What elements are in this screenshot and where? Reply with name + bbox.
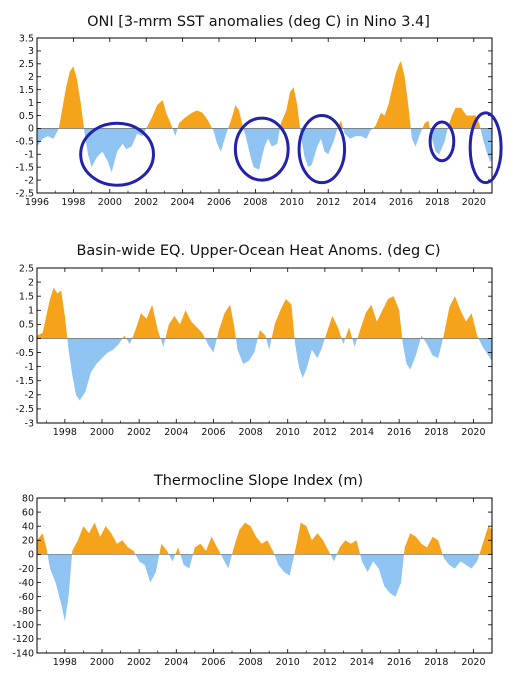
thermocline-x-tick-label: 2016 bbox=[387, 657, 411, 668]
oni-highlight-ellipse bbox=[468, 111, 503, 185]
heat-x-tick-label: 2010 bbox=[276, 427, 300, 438]
thermocline-x-tick-label: 2014 bbox=[350, 657, 374, 668]
thermocline-x-tick-label: 2020 bbox=[461, 657, 485, 668]
oni-x-tick-label: 2000 bbox=[98, 197, 122, 208]
oni-y-tick-label: 2.5 bbox=[19, 59, 34, 70]
heat-x-tick-label: 2002 bbox=[127, 427, 151, 438]
heat-x-tick-label: 2020 bbox=[461, 427, 485, 438]
thermocline-plot-area bbox=[37, 522, 492, 622]
heat-frame bbox=[36, 267, 493, 424]
heat-y-tick-label: -1 bbox=[25, 362, 34, 373]
oni-y-tick-label: -1 bbox=[25, 150, 34, 161]
heat-x-tick-label: 2006 bbox=[201, 427, 225, 438]
oni-y-tick-label: 3 bbox=[28, 46, 34, 57]
oni-y-tick-label: -0.5 bbox=[15, 137, 34, 148]
oni-x-tick-label: 1996 bbox=[25, 197, 49, 208]
oni-y-tick-label: 1 bbox=[28, 98, 34, 109]
thermocline-x-tick-label: 2004 bbox=[164, 657, 188, 668]
oni-x-tick-label: 2018 bbox=[425, 197, 449, 208]
heat-x-tick-label: 2012 bbox=[313, 427, 337, 438]
thermocline-y-tick-label: -100 bbox=[12, 620, 34, 631]
oni-frame bbox=[36, 37, 493, 194]
oni-y-tick-label: -2.5 bbox=[15, 188, 34, 199]
oni-y-tick-label: 3.5 bbox=[19, 33, 34, 44]
oni-x-tick-label: 1998 bbox=[61, 197, 85, 208]
heat-y-tick-label: -3 bbox=[25, 418, 34, 429]
thermocline-x-tick-label: 2010 bbox=[276, 657, 300, 668]
heat-x-tick-label: 1998 bbox=[53, 427, 77, 438]
oni-x-tick-label: 2006 bbox=[207, 197, 231, 208]
thermocline-x-tick-label: 2006 bbox=[201, 657, 225, 668]
oni-x-tick-label: 2004 bbox=[171, 197, 195, 208]
oni-x-tick-label: 2014 bbox=[353, 197, 377, 208]
oni-y-tick-label: 0.5 bbox=[19, 111, 34, 122]
thermocline-x-tick-label: 2002 bbox=[127, 657, 151, 668]
thermocline-x-tick-label: 1998 bbox=[53, 657, 77, 668]
thermocline-x-tick-label: 2008 bbox=[238, 657, 262, 668]
heat-y-tick-label: -2.5 bbox=[15, 404, 34, 415]
heat-positive-area bbox=[37, 287, 492, 339]
thermocline-y-tick-label: -80 bbox=[18, 606, 34, 617]
oni-y-tick-label: 2 bbox=[28, 72, 34, 83]
thermocline-y-tick-label: 80 bbox=[22, 493, 34, 504]
heat-x-tick-label: 2016 bbox=[387, 427, 411, 438]
thermocline-y-tick-label: -60 bbox=[18, 592, 34, 603]
oni-chart-title: ONI [3-mrm SST anomalies (deg C) in Nino… bbox=[87, 14, 430, 30]
heat-negative-area bbox=[37, 338, 492, 401]
heat-y-tick-label: 0 bbox=[28, 334, 34, 345]
thermocline-x-tick-label: 2012 bbox=[313, 657, 337, 668]
heat-y-tick-label: 2.5 bbox=[19, 263, 34, 274]
thermocline-y-tick-label: -40 bbox=[18, 578, 34, 589]
heat-y-tick-label: 1 bbox=[28, 306, 34, 317]
heat-plot-area bbox=[37, 287, 492, 401]
oni-x-tick-label: 2002 bbox=[134, 197, 158, 208]
heat-x-tick-label: 2014 bbox=[350, 427, 374, 438]
oni-plot-area bbox=[37, 61, 492, 173]
oni-positive-area bbox=[37, 61, 492, 129]
thermocline-chart: -140 -120 -100 -80 -60 -40 -20 0 20 40 60 80 1998 200… bbox=[12, 493, 493, 668]
heat-y-tick-label: -0.5 bbox=[15, 348, 34, 359]
oni-chart: -2.5 -2 -1.5-1 -0.5 0 0.5 1 1.5 2 2.5 3 3.5 1996 1998… bbox=[15, 33, 503, 208]
oni-highlight-ellipse bbox=[79, 121, 155, 187]
heat-chart: -3 -2.5 -2 -1.5 -1 -0.5 0 0.5 1 1.5 2 2.5 1998 2000 20… bbox=[15, 263, 493, 438]
heat-chart-title: Basin-wide EQ. Upper-Ocean Heat Anoms. (… bbox=[76, 243, 441, 259]
thermocline-frame bbox=[36, 497, 493, 654]
heat-x-tick-label: 2004 bbox=[164, 427, 188, 438]
oni-y-tick-label: -2 bbox=[25, 175, 34, 186]
oni-highlight-ellipse bbox=[428, 120, 456, 163]
heat-x-tick-label: 2008 bbox=[238, 427, 262, 438]
thermocline-chart-title: Thermocline Slope Index (m) bbox=[153, 473, 364, 489]
oni-y-tick-label: -1.5 bbox=[15, 162, 34, 173]
oni-negative-area bbox=[37, 128, 492, 173]
thermocline-y-tick-label: -20 bbox=[18, 564, 34, 575]
oni-y-tick-label: 0 bbox=[28, 124, 34, 135]
heat-y-tick-label: 2 bbox=[28, 277, 34, 288]
oni-y-tick-label: 1.5 bbox=[19, 85, 34, 96]
heat-y-tick-label: 1.5 bbox=[19, 291, 34, 302]
thermocline-y-tick-label: 40 bbox=[22, 521, 34, 532]
oni-x-tick-label: 2008 bbox=[243, 197, 267, 208]
thermocline-x-tick-label: 2018 bbox=[424, 657, 448, 668]
thermocline-y-tick-label: 20 bbox=[22, 536, 34, 547]
oni-x-tick-label: 2010 bbox=[280, 197, 304, 208]
thermocline-y-tick-label: -140 bbox=[12, 648, 34, 659]
thermocline-y-tick-label: -120 bbox=[12, 634, 34, 645]
thermocline-positive-area bbox=[37, 522, 492, 555]
thermocline-y-tick-label: 60 bbox=[22, 507, 34, 518]
heat-y-tick-label: -2 bbox=[25, 390, 34, 401]
thermocline-y-tick-label: 0 bbox=[28, 550, 34, 561]
oni-x-tick-label: 2020 bbox=[462, 197, 486, 208]
oni-highlight-ellipse bbox=[233, 116, 290, 182]
thermocline-negative-area bbox=[37, 554, 492, 622]
heat-y-tick-label: -1.5 bbox=[15, 376, 34, 387]
heat-x-tick-label: 2018 bbox=[424, 427, 448, 438]
heat-y-tick-label: 0.5 bbox=[19, 320, 34, 331]
thermocline-x-tick-label: 2000 bbox=[90, 657, 114, 668]
heat-x-tick-label: 2000 bbox=[90, 427, 114, 438]
oni-highlight-ellipse bbox=[297, 114, 347, 185]
oni-x-tick-label: 2016 bbox=[389, 197, 413, 208]
oni-x-tick-label: 2012 bbox=[316, 197, 340, 208]
